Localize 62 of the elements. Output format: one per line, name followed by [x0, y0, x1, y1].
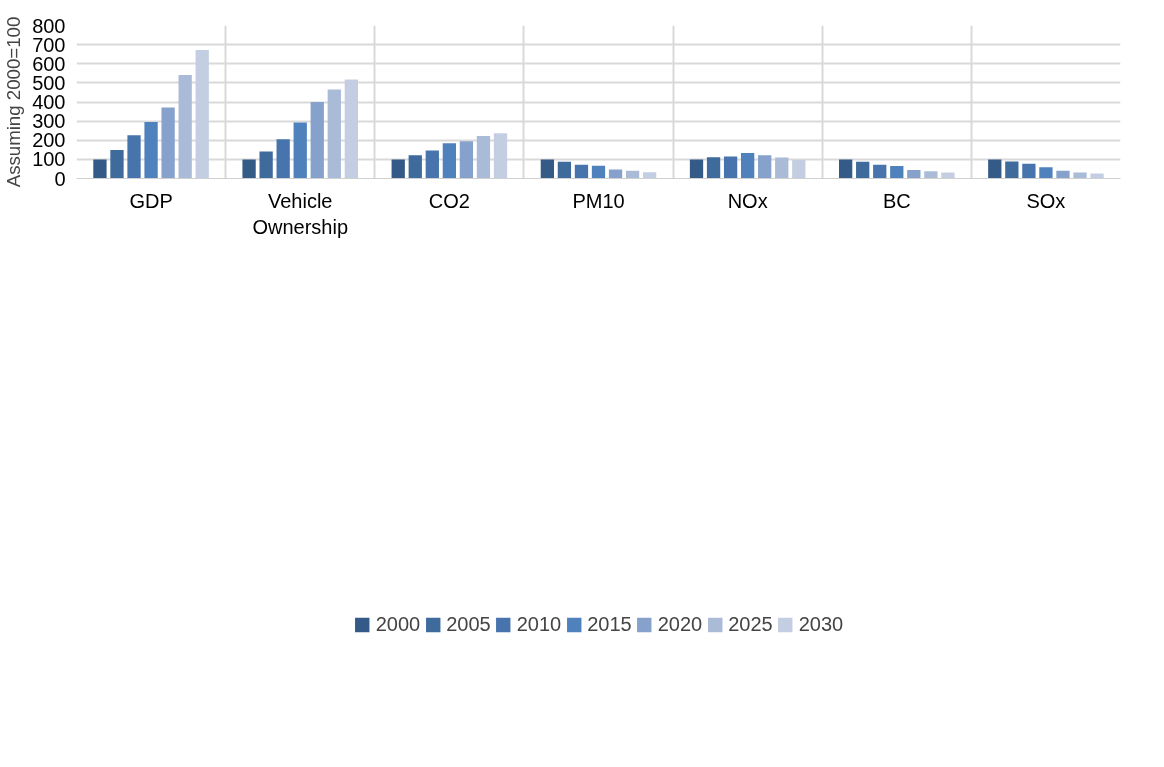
- bar: [178, 75, 192, 179]
- bar: [293, 122, 307, 179]
- bar: [873, 164, 887, 179]
- bar: [723, 156, 738, 179]
- legend-label: 2010: [516, 612, 562, 636]
- bar: [144, 121, 158, 179]
- bar: [327, 89, 341, 179]
- bar: [276, 139, 290, 179]
- legend-label: 2005: [446, 612, 491, 636]
- bar: [557, 161, 572, 179]
- bar: [391, 159, 405, 179]
- bar: [259, 151, 273, 179]
- bar: [988, 159, 1002, 179]
- bar: [344, 79, 358, 179]
- bar: [161, 107, 175, 179]
- x-tick-label: GDP: [129, 189, 173, 212]
- bar: [706, 157, 721, 179]
- bar: [310, 102, 324, 179]
- bar: [110, 150, 124, 179]
- bar: [1073, 172, 1087, 179]
- y-tick-label: 400: [32, 91, 66, 113]
- bar: [689, 159, 704, 179]
- bar: [1039, 167, 1053, 179]
- bar: [408, 155, 422, 179]
- bar: [741, 153, 755, 179]
- bar: [839, 159, 853, 179]
- legend-label: 2025: [728, 612, 773, 636]
- bar: [591, 165, 606, 179]
- bar: [127, 135, 141, 179]
- bar: [459, 141, 474, 179]
- bar: [775, 157, 789, 179]
- bar: [425, 150, 439, 179]
- bar: [642, 172, 657, 179]
- bar: [195, 49, 209, 179]
- y-axis-title: Assuming 2000=100: [3, 16, 25, 188]
- bar: [1005, 161, 1019, 179]
- bar: [1056, 170, 1070, 179]
- bar: [856, 161, 870, 179]
- legend-label: 2020: [657, 612, 703, 636]
- x-tick-label: SOx: [1026, 189, 1066, 212]
- legend-label: 2000: [375, 612, 421, 636]
- bar: [890, 166, 904, 179]
- legend-label: 2030: [798, 612, 844, 636]
- bar: [907, 170, 921, 179]
- bar: [242, 159, 256, 179]
- bar: [758, 155, 772, 179]
- bar: [540, 159, 555, 179]
- bar: [941, 172, 955, 179]
- bar: [792, 159, 806, 179]
- bar: [476, 136, 491, 179]
- x-tick-label: PM10: [572, 189, 625, 212]
- x-tick-label: Vehicle Ownership: [252, 189, 349, 238]
- x-tick-label: NOx: [727, 189, 768, 212]
- bar: [493, 133, 508, 179]
- bar: [1022, 163, 1036, 179]
- x-tick-label: BC: [882, 189, 911, 212]
- bar: [442, 143, 456, 179]
- bar: [93, 159, 107, 179]
- bar: [924, 171, 938, 179]
- legend-label: 2015: [587, 612, 632, 636]
- x-tick-label: CO2: [428, 189, 470, 212]
- bar: [574, 164, 589, 179]
